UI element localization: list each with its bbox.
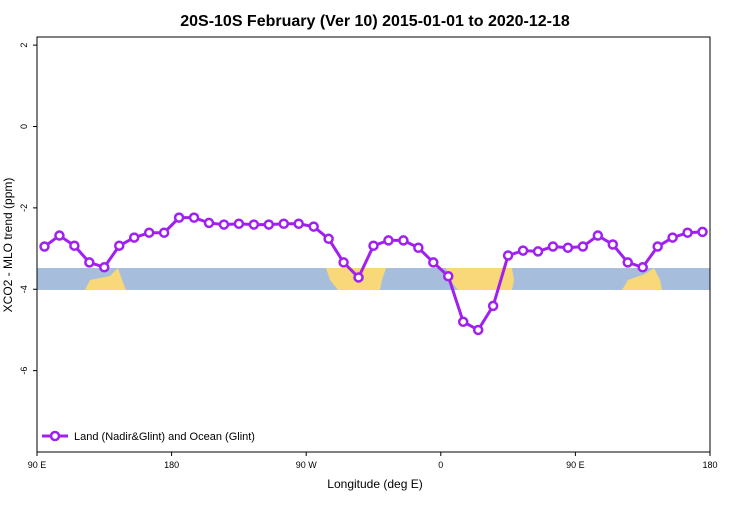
point [667, 232, 678, 243]
legend-marker [49, 430, 61, 442]
plot-frame [36, 36, 711, 453]
point [263, 219, 275, 230]
point [203, 217, 215, 229]
y-tick-label: 0 [19, 124, 29, 129]
point [547, 241, 559, 252]
point [562, 242, 574, 254]
point [188, 212, 200, 223]
y-tick-label: -2 [19, 204, 29, 212]
x-tick-label: 90 E [566, 460, 585, 470]
point [682, 227, 693, 238]
point [652, 241, 663, 252]
x-tick-label: 90 W [296, 460, 318, 470]
point [293, 218, 304, 229]
x-tick-label: 180 [164, 460, 179, 470]
point [308, 221, 319, 232]
point [398, 235, 409, 246]
point [413, 242, 424, 254]
x-tick-label: 0 [438, 460, 443, 470]
point [173, 212, 185, 223]
point [592, 230, 604, 241]
y-axis-label: XCO2 - MLO trend (ppm) [1, 178, 15, 313]
y-tick-label: 2 [19, 43, 29, 48]
point [39, 241, 50, 252]
point [84, 257, 95, 268]
point [443, 270, 454, 282]
point [338, 257, 349, 268]
point [457, 316, 469, 328]
point [607, 239, 619, 250]
point [99, 262, 110, 273]
y-tick-label: -6 [19, 367, 29, 375]
point [532, 246, 544, 257]
point [114, 240, 125, 251]
point [622, 257, 633, 268]
point [248, 219, 260, 230]
point [218, 219, 230, 230]
point [143, 227, 155, 238]
point [517, 245, 529, 256]
x-axis-label: Longitude (deg E) [327, 477, 422, 491]
point [487, 300, 499, 312]
point [697, 226, 708, 238]
point [428, 257, 439, 268]
point [158, 227, 170, 238]
point [472, 324, 484, 336]
point [383, 235, 394, 246]
point [323, 233, 334, 245]
point [353, 272, 364, 283]
point [54, 230, 65, 241]
point [577, 241, 589, 252]
point [502, 250, 514, 261]
point [128, 232, 140, 243]
chart-title: 20S-10S February (Ver 10) 2015-01-01 to … [180, 13, 570, 30]
legend-label: Land (Nadir&Glint) and Ocean (Glint) [74, 431, 255, 443]
point [368, 240, 379, 251]
x-tick-label: 180 [702, 460, 717, 470]
y-tick-label: -4 [19, 285, 29, 293]
point [278, 218, 290, 229]
land-ocean-band [37, 268, 710, 290]
x-tick-label: 90 E [28, 460, 47, 470]
point [69, 240, 80, 251]
point [233, 218, 245, 229]
point [637, 262, 648, 273]
